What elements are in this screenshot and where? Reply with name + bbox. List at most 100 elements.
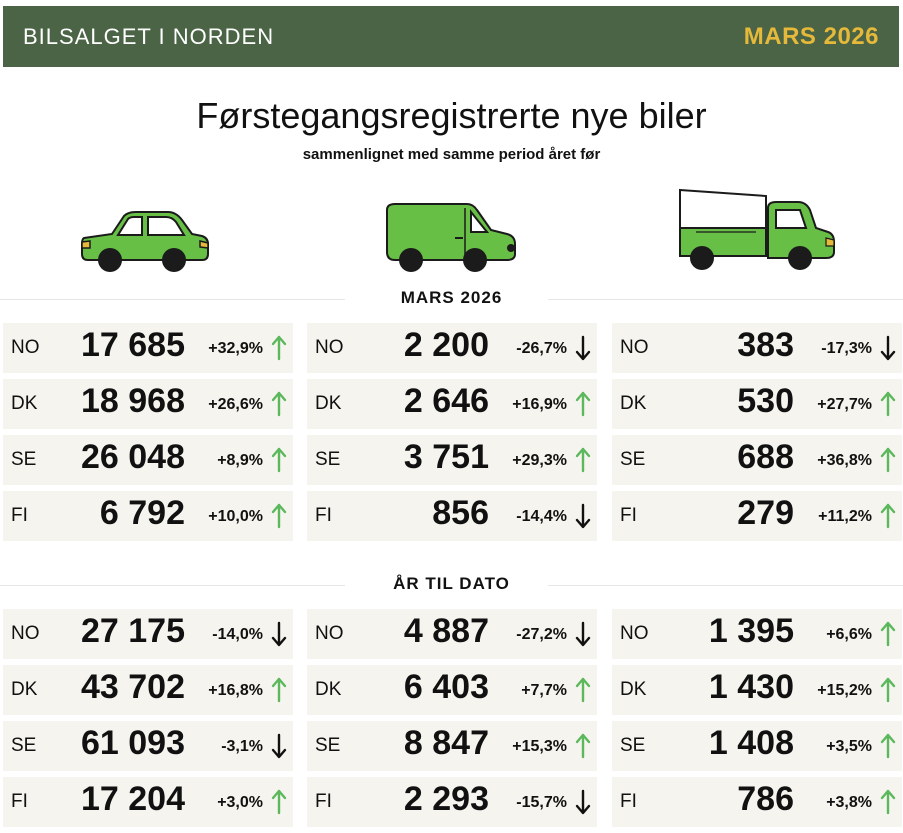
change-percent: +3,0% <box>217 794 263 811</box>
arrow-up-icon <box>271 789 287 815</box>
arrow-up-icon <box>575 677 591 703</box>
stat-cell: SE 26 048 +8,9% <box>3 435 293 485</box>
arrow-down-icon <box>575 621 591 647</box>
registration-count: 856 <box>432 494 489 532</box>
country-code: NO <box>315 337 344 358</box>
page-title: Førstegangsregistrerte nye biler <box>196 95 707 136</box>
arrow-up-icon <box>880 789 896 815</box>
stat-cell: FI 856 -14,4% <box>307 491 597 541</box>
country-code: SE <box>620 449 646 470</box>
truck-icon <box>679 188 835 270</box>
change-percent: +16,8% <box>208 682 263 699</box>
change-percent: -15,7% <box>516 794 567 811</box>
country-code: FI <box>620 505 637 526</box>
change-percent: +27,7% <box>817 396 872 413</box>
arrow-down-icon <box>880 335 896 361</box>
registration-count: 688 <box>737 438 794 476</box>
arrow-up-icon <box>271 447 287 473</box>
country-code: FI <box>620 791 637 812</box>
arrow-down-icon <box>271 733 287 759</box>
country-code: SE <box>11 735 37 756</box>
stat-cell: FI 2 293 -15,7% <box>307 777 597 827</box>
stat-cell: FI 279 +11,2% <box>612 491 902 541</box>
registration-count: 1 430 <box>708 668 794 706</box>
registration-count: 18 968 <box>81 382 185 420</box>
section-divider <box>0 585 345 586</box>
registration-count: 530 <box>737 382 794 420</box>
arrow-up-icon <box>575 391 591 417</box>
country-code: DK <box>620 679 647 700</box>
change-percent: +26,6% <box>208 396 263 413</box>
country-code: NO <box>620 623 649 644</box>
arrow-down-icon <box>575 503 591 529</box>
arrow-up-icon <box>271 677 287 703</box>
change-percent: +3,8% <box>826 794 872 811</box>
stat-cell: NO 1 395 +6,6% <box>612 609 902 659</box>
stat-cell: NO 27 175 -14,0% <box>3 609 293 659</box>
change-percent: +15,3% <box>512 738 567 755</box>
change-percent: -14,0% <box>212 626 263 643</box>
arrow-up-icon <box>880 621 896 647</box>
country-code: FI <box>315 505 332 526</box>
arrow-up-icon <box>880 447 896 473</box>
registration-count: 2 646 <box>403 382 489 420</box>
arrow-up-icon <box>880 733 896 759</box>
stat-cell: DK 18 968 +26,6% <box>3 379 293 429</box>
registration-count: 786 <box>737 780 794 818</box>
country-code: FI <box>315 791 332 812</box>
arrow-down-icon <box>575 335 591 361</box>
registration-count: 3 751 <box>403 438 489 476</box>
country-code: FI <box>11 791 28 812</box>
stat-cell: DK 6 403 +7,7% <box>307 665 597 715</box>
country-code: SE <box>315 735 341 756</box>
change-percent: +11,2% <box>818 508 872 525</box>
car-icon <box>81 211 209 272</box>
stat-cell: FI 786 +3,8% <box>612 777 902 827</box>
change-percent: -3,1% <box>221 738 263 755</box>
registration-count: 6 792 <box>99 494 185 532</box>
arrow-up-icon <box>575 447 591 473</box>
country-code: DK <box>315 393 342 414</box>
stat-cell: FI 6 792 +10,0% <box>3 491 293 541</box>
section-divider <box>548 585 903 586</box>
stat-cell: NO 4 887 -27,2% <box>307 609 597 659</box>
change-percent: -14,4% <box>516 508 567 525</box>
change-percent: +8,9% <box>217 452 263 469</box>
country-code: NO <box>11 337 40 358</box>
change-percent: -26,7% <box>516 340 567 357</box>
registration-count: 2 200 <box>403 326 489 364</box>
change-percent: -17,3% <box>821 340 872 357</box>
arrow-up-icon <box>575 733 591 759</box>
registration-count: 4 887 <box>403 612 489 650</box>
country-code: DK <box>11 393 38 414</box>
country-code: DK <box>11 679 38 700</box>
registration-count: 26 048 <box>81 438 185 476</box>
country-code: NO <box>315 623 344 644</box>
country-code: SE <box>620 735 646 756</box>
registration-count: 17 685 <box>81 326 185 364</box>
registration-count: 27 175 <box>81 612 185 650</box>
change-percent: +36,8% <box>817 452 872 469</box>
stat-cell: SE 8 847 +15,3% <box>307 721 597 771</box>
van-icon <box>386 203 516 272</box>
period-label: MARS 2026 <box>743 22 879 50</box>
change-percent: +29,3% <box>512 452 567 469</box>
change-percent: +32,9% <box>208 340 263 357</box>
brand-title: BILSALGET I NORDEN <box>23 23 275 49</box>
section-title: ÅR TIL DATO <box>393 574 510 593</box>
country-code: SE <box>315 449 341 470</box>
stat-cell: NO 383 -17,3% <box>612 323 902 373</box>
stat-cell: DK 2 646 +16,9% <box>307 379 597 429</box>
country-code: FI <box>11 505 28 526</box>
stat-cell: DK 43 702 +16,8% <box>3 665 293 715</box>
registration-count: 8 847 <box>403 724 489 762</box>
change-percent: -27,2% <box>516 626 567 643</box>
change-percent: +6,6% <box>826 626 872 643</box>
page-subtitle: sammenlignet med samme period året før <box>302 146 601 163</box>
country-code: DK <box>315 679 342 700</box>
registration-count: 6 403 <box>403 668 489 706</box>
registration-count: 279 <box>737 494 794 532</box>
country-code: NO <box>11 623 40 644</box>
change-percent: +10,0% <box>208 508 263 525</box>
stat-cell: FI 17 204 +3,0% <box>3 777 293 827</box>
